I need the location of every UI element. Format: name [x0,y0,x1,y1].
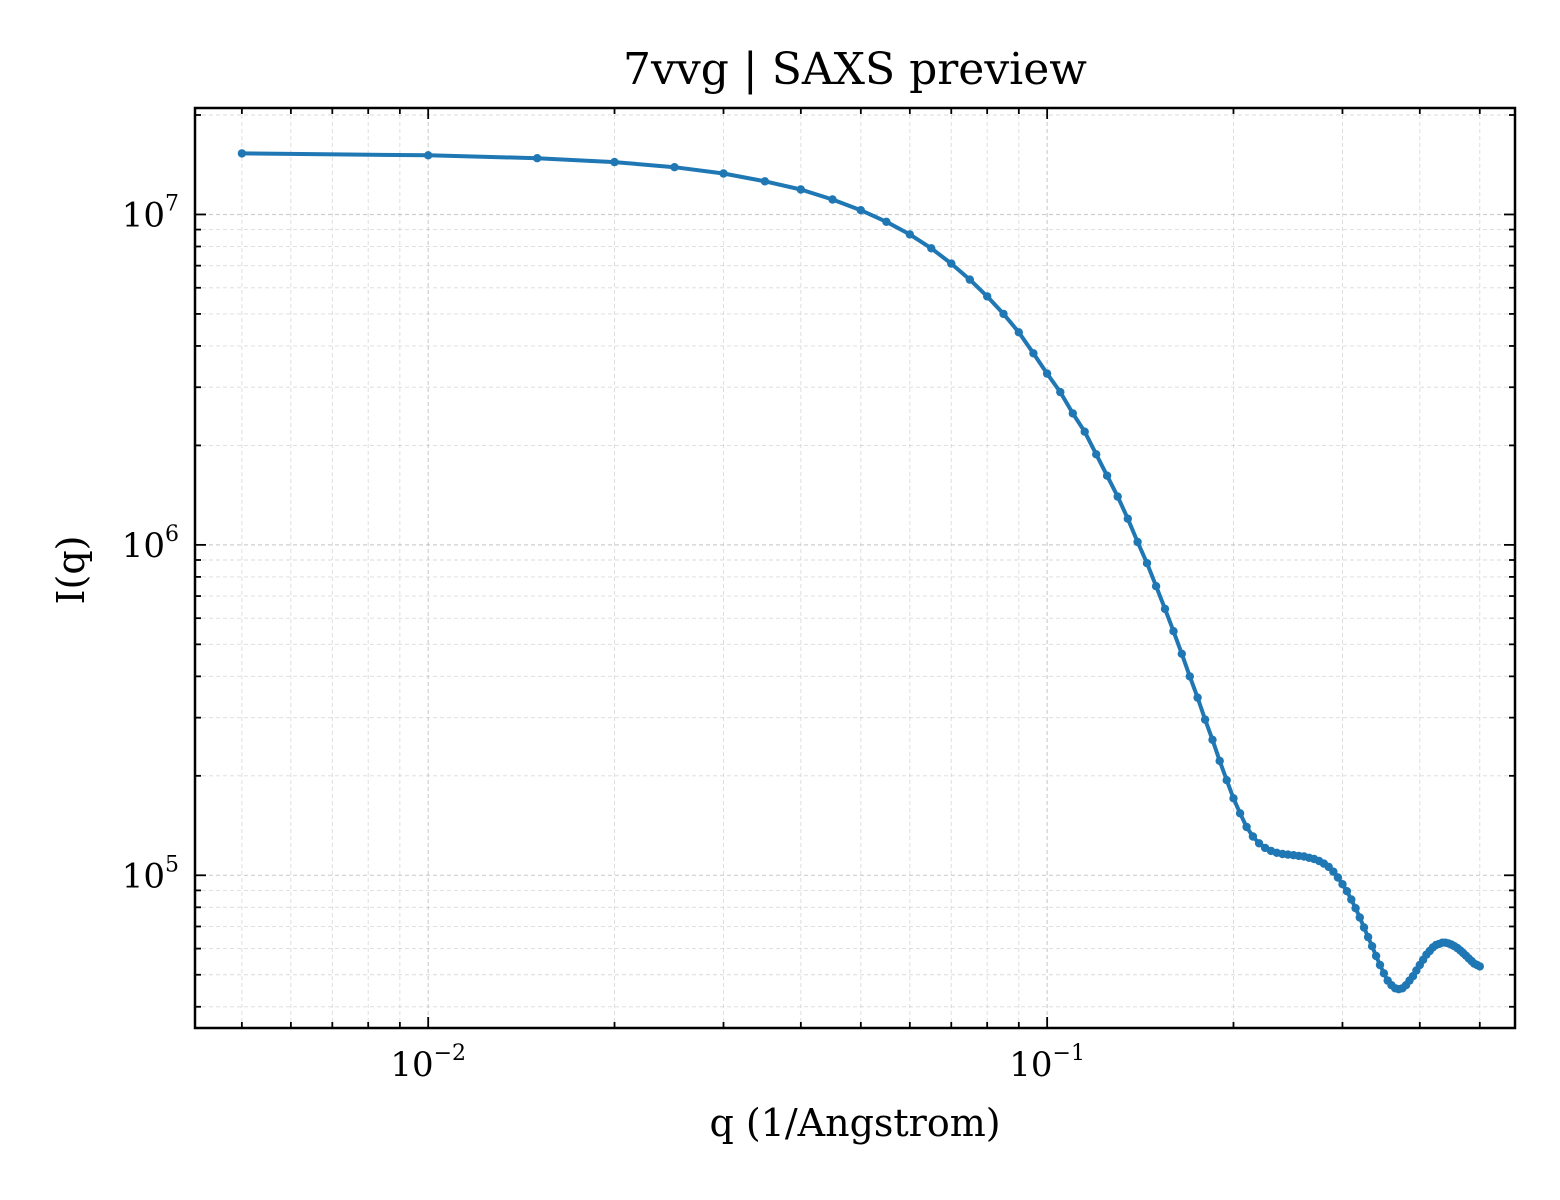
data-point [1185,672,1195,681]
data-point [1347,895,1356,904]
data-point [927,244,936,253]
data-point [828,195,837,204]
data-point [1113,492,1122,501]
data-point [1142,559,1152,568]
data-point [983,292,992,301]
tick-labels: 10−2 10−1 105 106 107 [122,191,1085,1085]
y-tick-label: 106 [122,522,179,566]
data-point [1254,839,1264,848]
data-point [1029,349,1038,358]
y-axis-label: I(q) [49,536,93,605]
data-point [1222,776,1231,785]
data-point [1092,450,1101,459]
data-point [1329,867,1338,876]
data-point [1355,913,1365,922]
data-point [1208,735,1217,744]
data-point [1229,794,1238,803]
axis-ticks [195,108,1515,1028]
major-gridlines [195,108,1515,1028]
y-tick-label: 107 [122,191,179,235]
data-point [610,157,619,167]
data-point [1123,514,1133,523]
data-point [1042,369,1052,378]
data-point [1080,427,1089,436]
y-tick-label: 105 [122,852,179,896]
data-point [1177,649,1187,658]
data-point [760,177,770,186]
data-point [796,185,805,194]
data-point [533,154,542,163]
chart-title: 7vvg | SAXS preview [623,44,1087,95]
minor-gridlines [195,108,1515,1028]
data-point [1333,873,1343,882]
data-point [856,206,865,215]
plot-frame [193,106,1517,1030]
data-point [947,259,956,268]
data-point [1248,832,1258,841]
data-point [237,149,247,158]
data-point [882,217,891,226]
data-point [670,163,679,172]
data-point [1235,809,1245,818]
data-point [1375,960,1385,970]
data-point [1363,932,1373,942]
data-point [999,309,1008,319]
data-point [1342,887,1352,896]
data-point [1367,942,1377,951]
data-point [965,275,974,284]
data-point [1359,923,1369,932]
data-point [1102,471,1112,480]
data-point [1151,582,1161,591]
x-axis-label: q (1/Angstrom) [709,1101,1000,1145]
x-tick-label: 10−1 [1009,1041,1085,1085]
data-point [719,169,728,178]
data-point [1475,962,1485,971]
x-tick-label: 10−2 [390,1041,466,1085]
data-point [1160,604,1170,614]
data-point [1371,951,1381,961]
data-point [1351,904,1360,913]
data-point [1068,409,1078,418]
data-point [1338,880,1347,889]
data-point [1056,387,1065,397]
series-layer [237,149,1485,994]
data-point [1379,969,1389,978]
data-point [1215,756,1224,766]
data-point [1169,627,1178,636]
data-point [905,230,914,239]
data-point [1133,537,1142,547]
data-point [1200,715,1210,724]
data-point [1242,822,1251,832]
data-point [424,151,433,160]
data-point [1014,328,1023,337]
data-point [1193,693,1202,702]
